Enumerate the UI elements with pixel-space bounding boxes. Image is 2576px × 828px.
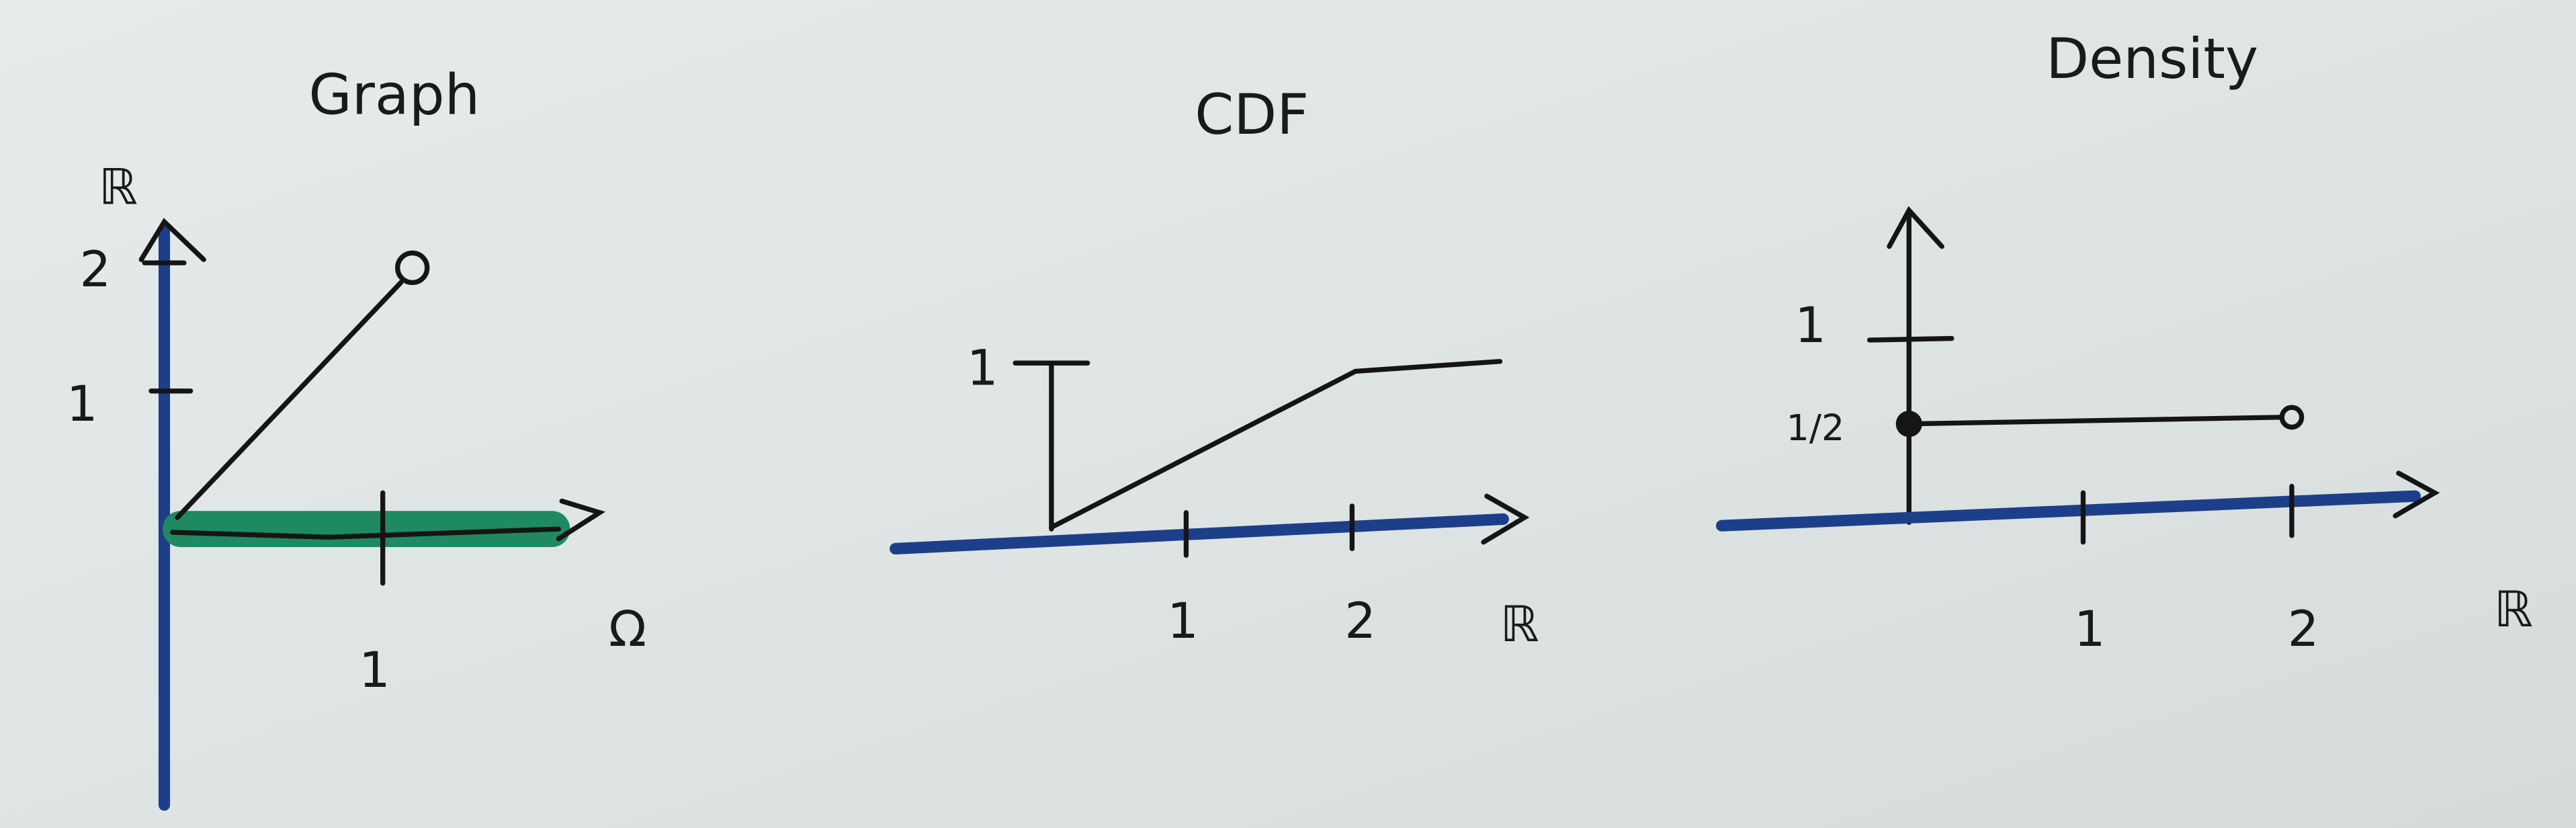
- y-tick-label: 1: [967, 339, 998, 397]
- graph-line: [175, 280, 404, 520]
- x-tick-label: 1: [2074, 601, 2106, 658]
- density-line: [1906, 415, 2283, 427]
- panel-title: Graph: [308, 63, 480, 128]
- density-panel: Density 1 1/2 1 2 ℝ: [1715, 26, 2533, 658]
- x-axis-label: Ω: [609, 601, 646, 658]
- y-tick-label: 1: [67, 376, 98, 433]
- open-endpoint: [395, 250, 430, 286]
- arrow-head: [1887, 206, 1944, 249]
- panel-title: CDF: [1195, 82, 1309, 147]
- arrow-head: [138, 218, 206, 262]
- arrow-head: [2393, 470, 2440, 519]
- x-axis: [1715, 490, 2421, 532]
- y-tick-label: 2: [79, 241, 111, 298]
- x-tick-label: 1: [1167, 593, 1199, 650]
- cdf-line: [1049, 359, 1503, 530]
- x-axis-label: ℝ: [1500, 596, 1539, 653]
- y-tick-label: 1/2: [1787, 407, 1845, 449]
- x-tick-label: 2: [1344, 593, 1376, 650]
- panel-title: Density: [2046, 26, 2258, 91]
- open-endpoint: [2279, 405, 2305, 430]
- x-axis: [170, 526, 562, 540]
- x-axis: [890, 513, 1509, 554]
- x-axis-label: ℝ: [2494, 581, 2533, 638]
- arrow-head: [1481, 493, 1530, 545]
- arrow-head: [556, 498, 606, 542]
- x-tick-label: 2: [2288, 601, 2319, 658]
- y-axis-label: ℝ: [99, 159, 138, 216]
- tick: [1866, 335, 1955, 343]
- cdf-panel: CDF 1 2 ℝ 1: [890, 82, 1539, 653]
- graph-panel: Graph ℝ 1 2 1 Ω: [67, 63, 646, 811]
- x-tick-label: 1: [359, 642, 390, 699]
- y-tick-label: 1: [1795, 297, 1826, 354]
